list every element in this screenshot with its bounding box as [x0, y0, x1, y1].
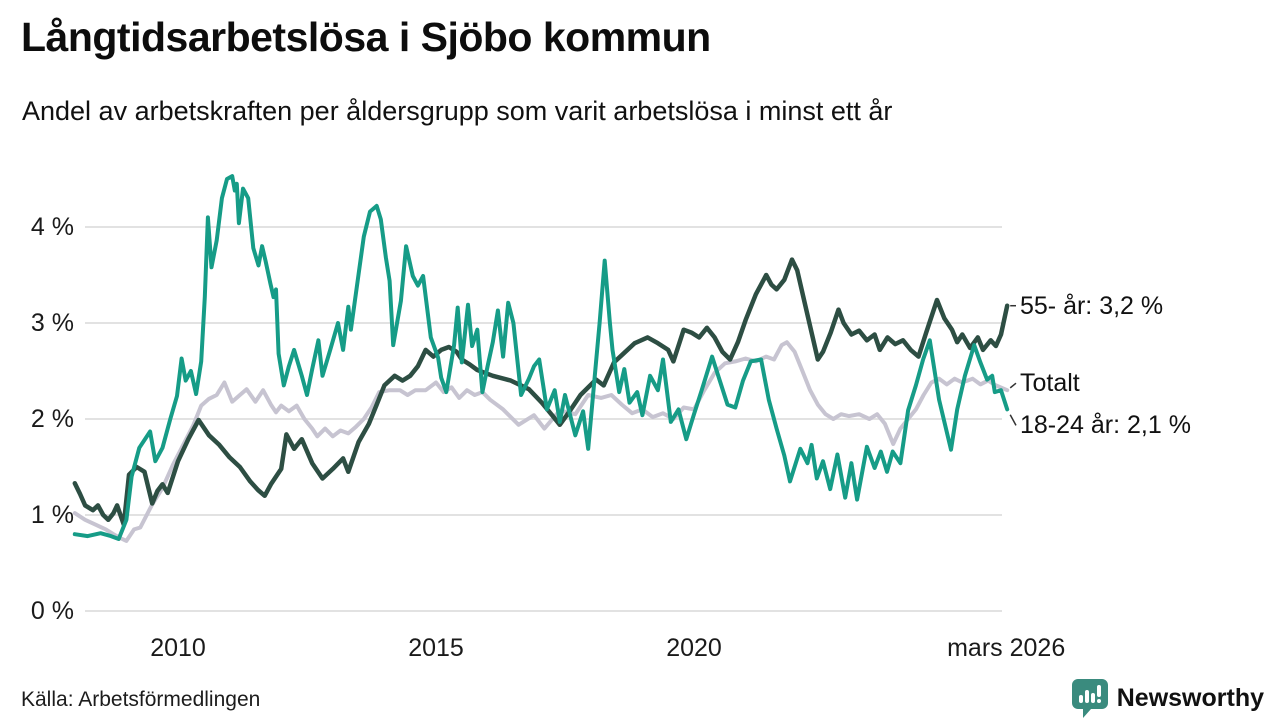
series-line-totalt [72, 340, 1010, 543]
end-label-connectors [1009, 304, 1017, 426]
y-tick-label: 1 % [30, 501, 74, 529]
x-tick-label: 2020 [666, 634, 722, 662]
chart-title: Långtidsarbetslösa i Sjöbo kommun [21, 14, 711, 60]
y-tick-label: 0 % [30, 597, 74, 625]
source-note: Källa: Arbetsförmedlingen [21, 688, 261, 711]
x-tick-label: 2010 [150, 634, 206, 662]
newsworthy-logo-icon [1071, 679, 1108, 718]
series-line-55-år [72, 257, 1010, 527]
end-label-connector [1009, 382, 1017, 389]
x-tick-label: 2015 [408, 634, 464, 662]
series-end-label: Totalt [1020, 369, 1080, 398]
series-end-label: 18-24 år: 2,1 % [1020, 411, 1191, 440]
x-tick-label: mars 2026 [947, 634, 1066, 662]
chart-subtitle: Andel av arbetskraften per åldersgrupp s… [22, 96, 893, 126]
newsworthy-wordmark: Newsworthy [1116, 684, 1264, 712]
branding: Newsworthy [1071, 678, 1264, 719]
y-tick-label: 4 % [30, 213, 74, 241]
series-end-label: 55- år: 3,2 % [1020, 291, 1164, 320]
y-tick-label: 3 % [30, 309, 74, 337]
series-lines [72, 174, 1010, 543]
series-line-18-24-år [72, 174, 1010, 541]
end-label-connector [1009, 414, 1017, 426]
y-tick-label: 2 % [30, 405, 74, 433]
gridlines [85, 226, 1002, 612]
